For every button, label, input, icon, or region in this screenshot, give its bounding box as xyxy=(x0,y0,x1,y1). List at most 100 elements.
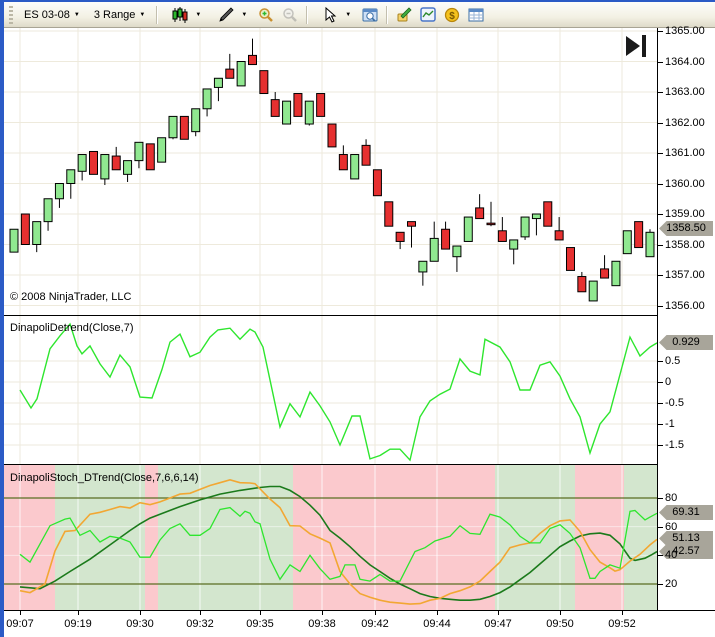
y-axis-tick xyxy=(658,214,663,215)
format-properties-button[interactable] xyxy=(393,5,415,25)
toolbar-separator xyxy=(306,5,309,24)
trend-band-bull xyxy=(624,465,657,610)
time-axis-label: 09:47 xyxy=(484,618,512,630)
candle-down xyxy=(600,268,610,279)
candle-down xyxy=(293,93,303,117)
detrend-panel[interactable] xyxy=(4,316,657,464)
candle-up xyxy=(32,221,42,245)
time-axis-label: 09:19 xyxy=(64,618,92,630)
candle-down xyxy=(475,207,485,220)
interval-label: 3 Range xyxy=(93,8,136,21)
data-box-button[interactable] xyxy=(359,5,381,25)
detrend-value-badge: 0.929 xyxy=(659,335,713,350)
y-axis-tick xyxy=(658,526,663,528)
time-axis-label: 09:32 xyxy=(186,618,214,630)
y-axis-label: 20 xyxy=(665,578,678,590)
y-axis-label: 1364.00 xyxy=(665,55,705,68)
time-axis-tick xyxy=(200,611,201,615)
candle-down xyxy=(441,228,451,250)
candle-down xyxy=(486,222,496,226)
y-axis-tick xyxy=(658,584,663,585)
time-axis-label: 09:35 xyxy=(246,618,274,630)
y-axis-tick xyxy=(658,445,663,446)
panel-divider[interactable] xyxy=(4,464,657,465)
cursor-button[interactable]: ▼ xyxy=(313,2,357,28)
candle-up xyxy=(191,108,201,133)
replay-marker-icon[interactable] xyxy=(624,34,650,65)
chevron-down-icon: ▼ xyxy=(139,11,146,18)
y-axis-tick xyxy=(658,61,663,63)
y-axis-label: 1361.00 xyxy=(665,147,705,159)
y-axis-label: 1360.00 xyxy=(665,177,705,190)
time-axis-tick xyxy=(622,611,623,615)
y-axis-label: 40 xyxy=(665,549,678,562)
stoch_fast-line xyxy=(19,506,657,582)
time-axis-label: 09:50 xyxy=(546,618,574,630)
candle-up xyxy=(588,280,598,302)
time-axis-label: 09:44 xyxy=(423,618,451,630)
y-axis-label: -0.5 xyxy=(665,397,684,409)
candle-up xyxy=(418,260,428,273)
candle-down xyxy=(316,93,326,117)
y-axis-tick xyxy=(658,244,663,246)
candle-down xyxy=(554,230,564,241)
candle-up xyxy=(622,230,632,255)
mini-chart-button[interactable] xyxy=(417,5,439,25)
candle-down xyxy=(406,221,416,227)
instrument-label: ES 03-08 xyxy=(24,8,70,21)
panel-divider[interactable] xyxy=(4,315,657,316)
candle-down xyxy=(20,213,30,245)
candle-down xyxy=(247,54,257,66)
y-axis-label: -1 xyxy=(665,418,675,430)
candle-up xyxy=(645,231,655,258)
time-axis-tick xyxy=(78,611,79,615)
price-panel[interactable] xyxy=(4,28,657,315)
toolbar-grip[interactable] xyxy=(9,5,13,24)
candle-down xyxy=(338,154,348,171)
stoch-panel[interactable] xyxy=(4,465,657,610)
time-axis-tick xyxy=(260,611,261,615)
stoch-indicator-label: DinapoliStoch_DTrend(Close,7,6,6,14) xyxy=(10,472,199,484)
interval-dropdown[interactable]: 3 Range ▼ xyxy=(88,6,152,24)
drawing-tools-button[interactable]: ▼ xyxy=(209,2,253,28)
y-axis-label: 1359.00 xyxy=(665,208,705,220)
time-axis[interactable]: 09:07 09:19 09:30 09:32 09:35 09:38 09:42 09:44… xyxy=(4,610,715,637)
chart-style-button[interactable]: ▼ xyxy=(163,2,207,28)
detrend-indicator-label: DinapoliDetrend(Close,7) xyxy=(10,322,134,334)
candle-down xyxy=(179,115,189,140)
time-axis-label: 09:52 xyxy=(608,618,636,630)
candle-up xyxy=(202,88,212,110)
candle-up xyxy=(463,216,473,242)
y-axis-label: 80 xyxy=(665,492,678,504)
y-axis[interactable]: 1358.50 0.929 69.31 51.13 42.57 1365.00 1… xyxy=(657,25,715,637)
time-axis-label: 09:42 xyxy=(361,618,389,630)
candle-up xyxy=(54,183,64,200)
candle-up xyxy=(304,100,314,125)
candlestick-style-icon xyxy=(169,5,191,25)
candle-up xyxy=(213,77,223,88)
candle-down xyxy=(88,150,98,175)
detrend-line xyxy=(19,322,657,462)
last-price-badge: 1358.50 xyxy=(659,221,713,236)
cursor-arrow-icon xyxy=(319,5,341,25)
instrument-dropdown[interactable]: ES 03-08 ▼ xyxy=(18,6,86,24)
y-axis-tick xyxy=(658,498,663,499)
zoom-out-button[interactable] xyxy=(279,5,301,25)
candle-up xyxy=(520,216,530,238)
dollar-coin-button[interactable]: $ xyxy=(441,5,463,25)
candle-up xyxy=(134,141,144,162)
time-axis-label: 09:30 xyxy=(126,618,154,630)
candle-down xyxy=(225,68,235,79)
chevron-down-icon: ▼ xyxy=(345,11,352,18)
y-axis-tick xyxy=(658,555,663,557)
data-grid-button[interactable] xyxy=(465,5,487,25)
zoom-in-button[interactable] xyxy=(255,5,277,25)
candle-down xyxy=(565,247,575,271)
y-axis-tick xyxy=(658,153,663,154)
y-axis-tick xyxy=(658,31,663,32)
candle-up xyxy=(157,137,167,163)
stoch-fast-badge: 69.31 xyxy=(659,505,713,520)
candle-down xyxy=(577,276,587,293)
candle-down xyxy=(327,123,337,148)
y-axis-tick xyxy=(658,183,663,185)
